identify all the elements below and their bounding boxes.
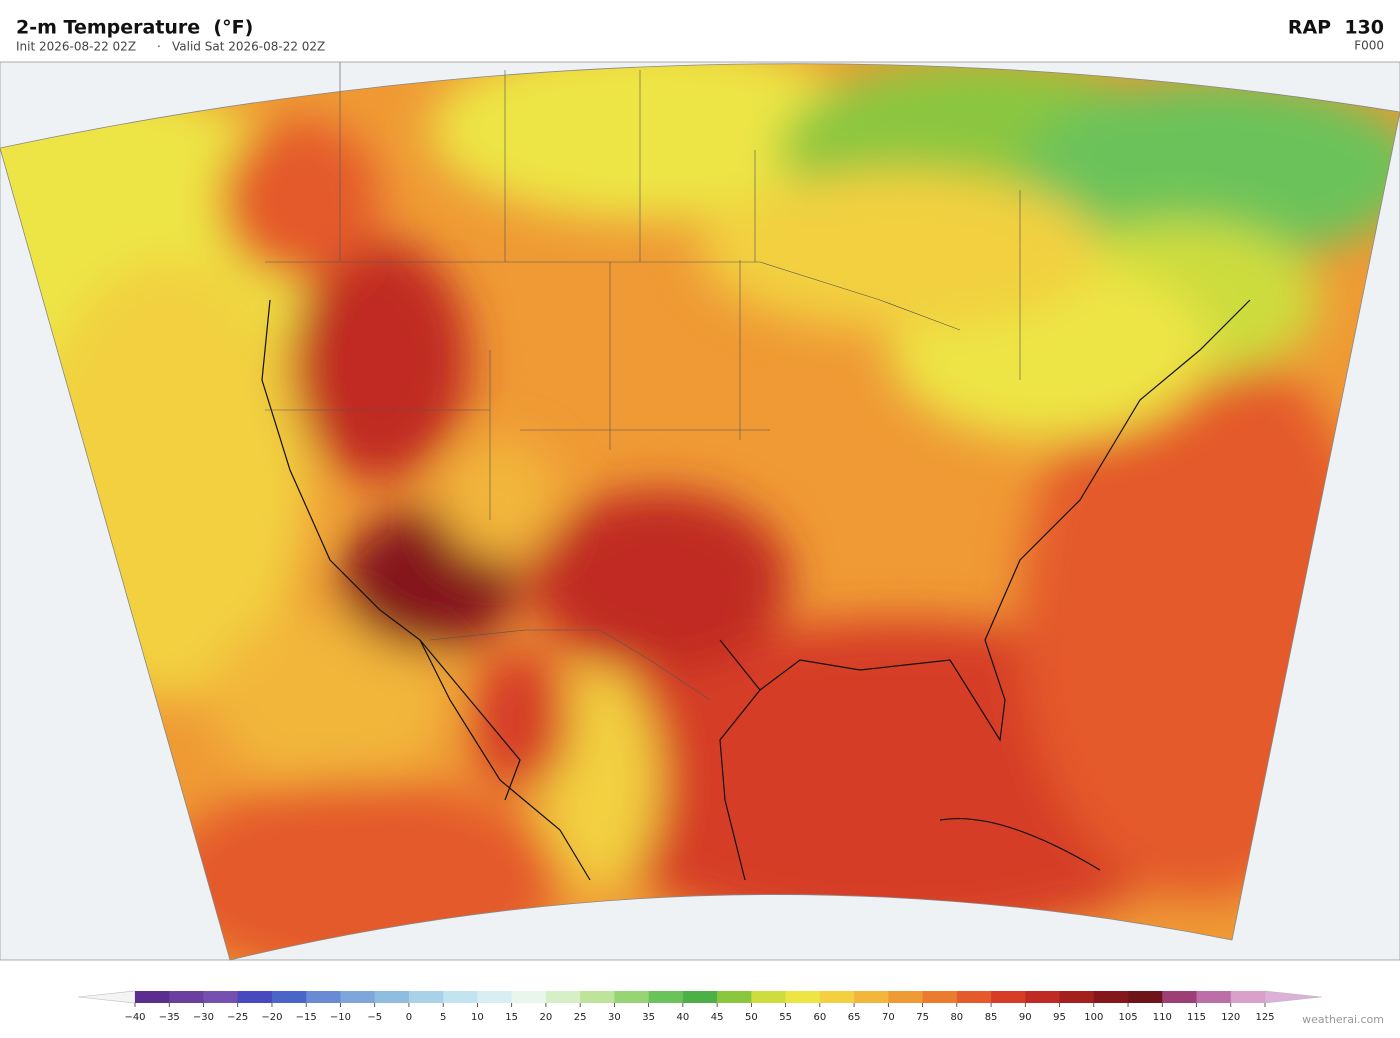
temperature-field (0, 63, 1400, 960)
colorbar-segment (888, 991, 923, 1003)
colorbar-segment (443, 991, 478, 1003)
forecast-hour: F000 (1354, 39, 1384, 53)
colorbar-tick-label: 30 (608, 1012, 621, 1023)
colorbar-tick-label: 65 (848, 1012, 861, 1023)
colorbar-tick-label: −10 (330, 1012, 351, 1023)
colorbar-segment (682, 991, 718, 1003)
colorbar-segment (614, 991, 649, 1003)
colorbar-tick-label: −20 (261, 1012, 282, 1023)
colorbar-tick-label: 25 (574, 1012, 587, 1023)
colorbar-tick-label: 110 (1153, 1012, 1172, 1023)
colorbar-segment (580, 991, 615, 1003)
colorbar-segment (1230, 991, 1266, 1003)
colorbar-tick-label: 35 (642, 1012, 655, 1023)
separator: · (157, 40, 161, 54)
colorbar-tick-label: 40 (677, 1012, 690, 1023)
colorbar-tick-label: 60 (813, 1012, 826, 1023)
colorbar-extend-high (1264, 990, 1323, 1004)
colorbar-tick-label: 70 (882, 1012, 895, 1023)
colorbar-segment (477, 991, 512, 1003)
colorbar-tick-label: 120 (1221, 1012, 1240, 1023)
colorbar-tick-label: 90 (1019, 1012, 1032, 1023)
colorbar-segment (1128, 991, 1163, 1003)
colorbar-segment (648, 991, 684, 1003)
colorbar-tick-label: 20 (540, 1012, 553, 1023)
colorbar-tick-label: 100 (1084, 1012, 1103, 1023)
colorbar-segment (135, 991, 170, 1003)
colorbar-tick-label: −35 (159, 1012, 180, 1023)
colorbar-segment (922, 991, 958, 1003)
colorbar-segment (545, 991, 581, 1003)
colorbar-tick-label: 45 (711, 1012, 724, 1023)
colorbar-segment (854, 991, 889, 1003)
colorbar-tick-label: 55 (779, 1012, 792, 1023)
colorbar-segment (1025, 991, 1060, 1003)
colorbar-tick-label: 15 (505, 1012, 518, 1023)
colorbar-segment (340, 991, 375, 1003)
colorbar-tick-label: −25 (227, 1012, 248, 1023)
colorbar-segment (408, 991, 444, 1003)
colorbar-tick-label: 85 (985, 1012, 998, 1023)
colorbar-segment (991, 991, 1026, 1003)
colorbar-tick-label: 80 (950, 1012, 963, 1023)
colorbar-tick-label: −30 (193, 1012, 214, 1023)
colorbar-segment (1162, 991, 1197, 1003)
colorbar-tick-label: −5 (367, 1012, 382, 1023)
colorbar-segment (203, 991, 239, 1003)
colorbar-tick-label: 10 (471, 1012, 484, 1023)
watermark: weatherai.com (1302, 1013, 1384, 1026)
colorbar-segment (717, 991, 752, 1003)
borders (265, 62, 1021, 701)
colorbar-tick-label: 0 (406, 1012, 412, 1023)
colorbar-segment (1059, 991, 1095, 1003)
colorbar-tick-label: 125 (1255, 1012, 1274, 1023)
colorbar-tick-label: −40 (124, 1012, 145, 1023)
colorbar-tick-label: 115 (1187, 1012, 1206, 1023)
colorbar-tick-label: 75 (916, 1012, 929, 1023)
colorbar-segment (751, 991, 786, 1003)
colorbar-tick-label: 5 (440, 1012, 446, 1023)
valid-time: Valid Sat 2026-08-22 02Z (172, 40, 325, 54)
colorbar-tick-label: −15 (296, 1012, 317, 1023)
init-time: Init 2026-08-22 02Z (16, 40, 136, 54)
colorbar-segment (237, 991, 273, 1003)
colorbar-segment (271, 991, 307, 1003)
coastlines (261, 299, 1251, 881)
colorbar-segment (169, 991, 204, 1003)
colorbar-segment (306, 991, 341, 1003)
colorbar-tick-label: 105 (1118, 1012, 1137, 1023)
colorbar-segment (785, 991, 821, 1003)
colorbar-segment (1196, 991, 1232, 1003)
map (0, 61, 1400, 961)
title: 2-m Temperature (°F) (16, 17, 253, 39)
colorbar-segment (511, 991, 547, 1003)
colorbar-segment (1093, 991, 1129, 1003)
colorbar: −40 −35 −30 −25 −20 −15 −10 −5 0 5 10 15 20 25 30 35 40 4… (77, 990, 1323, 1023)
colorbar-extend-low (77, 990, 136, 1004)
colorbar-tick-label: 95 (1053, 1012, 1066, 1023)
colorbar-segment (956, 991, 992, 1003)
colorbar-tick-label: 50 (745, 1012, 758, 1023)
colorbar-segment (819, 991, 855, 1003)
model-name: RAP 130 (1288, 17, 1384, 39)
colorbar-segment (374, 991, 410, 1003)
